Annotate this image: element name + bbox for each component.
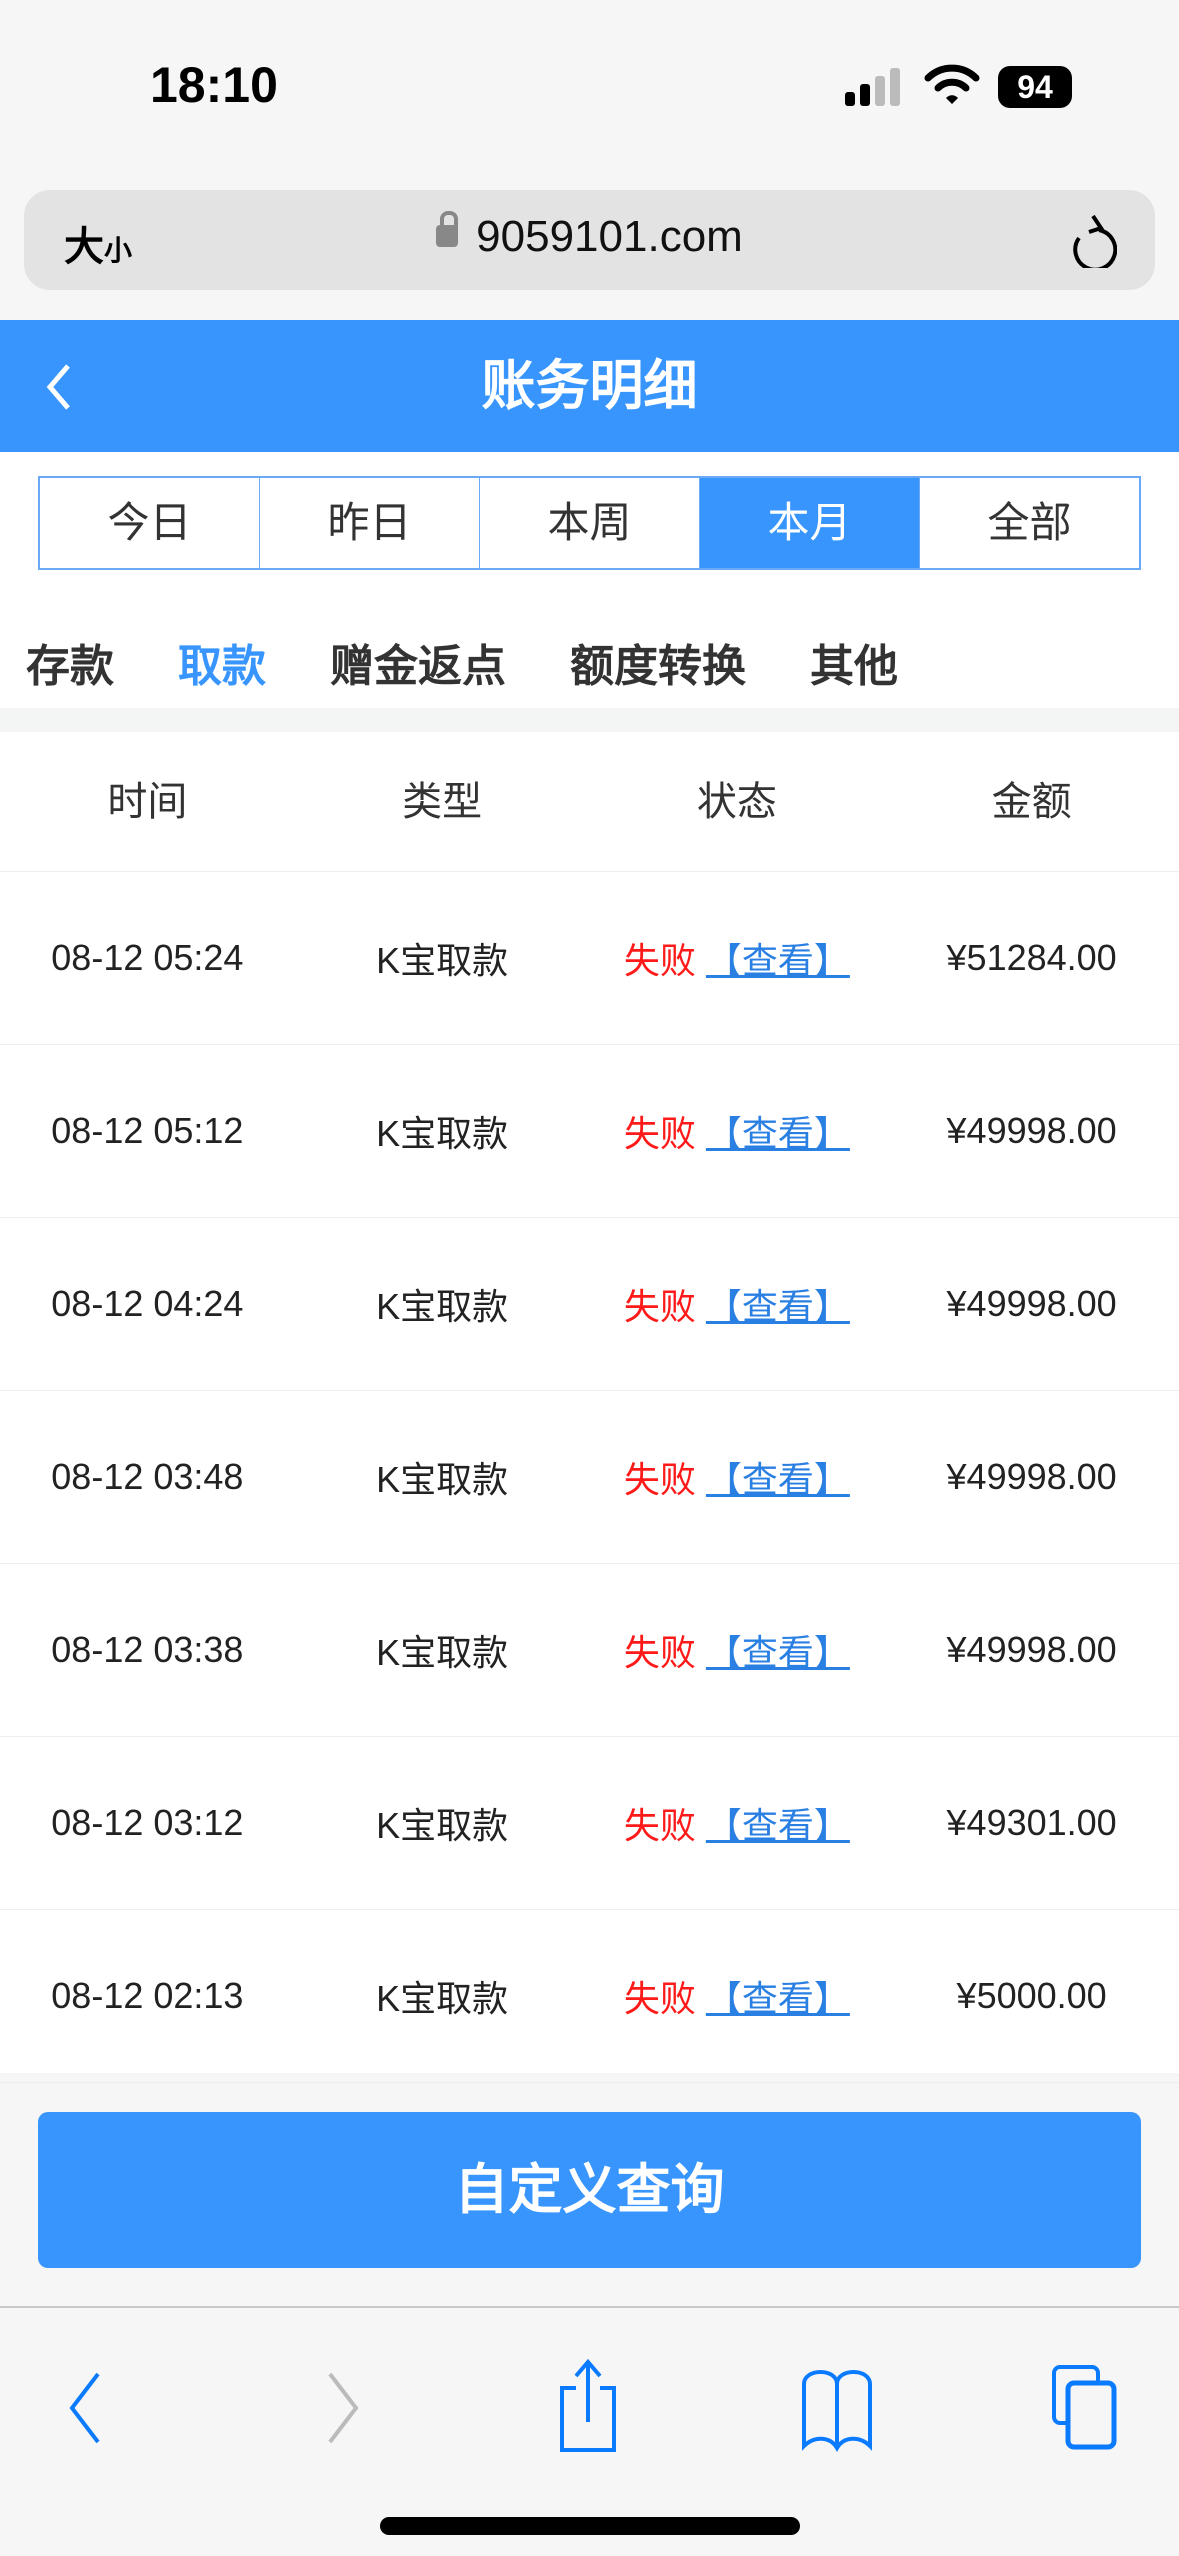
view-link[interactable]: 【查看】: [705, 1978, 850, 2019]
row-type: K宝取款: [376, 1805, 509, 1846]
row-type: K宝取款: [376, 940, 509, 981]
category-tabs: 存款 取款 赠金返点 额度转换 其他: [26, 630, 962, 694]
table-row: 08-12 03:12 K宝取款 失败 【查看】 ¥49301.00: [0, 1737, 1179, 1910]
tab-today[interactable]: 今日: [40, 478, 260, 568]
period-tabs: 今日 昨日 本周 本月 全部: [38, 476, 1141, 570]
back-chevron-icon[interactable]: [44, 362, 74, 412]
table-row: 08-12 04:24 K宝取款 失败 【查看】 ¥49998.00: [0, 1218, 1179, 1391]
tabs-icon[interactable]: [1050, 2363, 1120, 2453]
row-status: 失败 【查看】: [590, 1624, 885, 1676]
status-badge: 失败: [623, 1286, 696, 1327]
row-amount: ¥49998.00: [946, 1629, 1117, 1670]
row-type: K宝取款: [376, 1978, 509, 2019]
tab-this-week[interactable]: 本周: [480, 478, 700, 568]
table-row: 08-12 03:48 K宝取款 失败 【查看】 ¥49998.00: [0, 1391, 1179, 1564]
wifi-icon: [924, 64, 980, 104]
header-type: 类型: [402, 779, 483, 825]
row-time: 08-12 05:12: [51, 1110, 244, 1151]
status-time: 18:10: [150, 57, 278, 113]
table-row: 08-12 02:13 K宝取款 失败 【查看】 ¥5000.00: [0, 1910, 1179, 2083]
table-row: 08-12 03:38 K宝取款 失败 【查看】 ¥49998.00: [0, 1564, 1179, 1737]
row-time: 08-12 03:38: [51, 1629, 244, 1670]
row-time: 08-12 03:12: [51, 1802, 244, 1843]
row-time: 08-12 05:24: [51, 937, 244, 978]
home-indicator: [380, 2517, 800, 2535]
text-size-small: 小: [104, 234, 133, 267]
header-time: 时间: [107, 779, 188, 825]
row-amount: ¥49998.00: [946, 1110, 1117, 1151]
row-status: 失败 【查看】: [590, 1797, 885, 1849]
row-status: 失败 【查看】: [590, 932, 885, 984]
custom-query-button[interactable]: 自定义查询: [38, 2112, 1141, 2268]
status-badge: 失败: [623, 1978, 696, 2019]
text-size-button[interactable]: 大小: [64, 214, 132, 272]
header-status: 状态: [696, 779, 777, 825]
view-link[interactable]: 【查看】: [705, 1459, 850, 1500]
reload-icon[interactable]: [1067, 212, 1117, 268]
share-icon[interactable]: [556, 2358, 620, 2454]
row-type: K宝取款: [376, 1459, 509, 1500]
row-time: 08-12 02:13: [51, 1975, 244, 2016]
row-amount: ¥51284.00: [946, 937, 1117, 978]
row-type: K宝取款: [376, 1286, 509, 1327]
status-badge: 失败: [623, 1113, 696, 1154]
page-title: 账务明细: [481, 354, 698, 417]
status-badge: 失败: [623, 1805, 696, 1846]
browser-forward-icon[interactable]: [322, 2368, 362, 2448]
bookmarks-icon[interactable]: [800, 2368, 874, 2454]
row-type: K宝取款: [376, 1632, 509, 1673]
row-amount: ¥49998.00: [946, 1283, 1117, 1324]
text-size-big: 大: [64, 224, 104, 270]
view-link[interactable]: 【查看】: [705, 1805, 850, 1846]
cellular-signal-icon: [845, 68, 900, 106]
row-amount: ¥49301.00: [946, 1802, 1117, 1843]
table-row: 08-12 05:12 K宝取款 失败 【查看】 ¥49998.00: [0, 1045, 1179, 1218]
tab-bonus-rebate[interactable]: 赠金返点: [330, 641, 506, 692]
url-text[interactable]: 9059101.com: [476, 212, 743, 261]
status-badge: 失败: [623, 1459, 696, 1500]
tab-other[interactable]: 其他: [810, 641, 898, 692]
tab-transfer[interactable]: 额度转换: [570, 641, 746, 692]
view-link[interactable]: 【查看】: [705, 1286, 850, 1327]
table-row: 08-12 05:24 K宝取款 失败 【查看】 ¥51284.00: [0, 872, 1179, 1045]
status-badge: 失败: [623, 1632, 696, 1673]
view-link[interactable]: 【查看】: [705, 1632, 850, 1673]
view-link[interactable]: 【查看】: [705, 1113, 850, 1154]
view-link[interactable]: 【查看】: [705, 940, 850, 981]
tab-yesterday[interactable]: 昨日: [260, 478, 480, 568]
row-time: 08-12 04:24: [51, 1283, 244, 1324]
row-amount: ¥5000.00: [956, 1975, 1107, 2016]
browser-back-icon[interactable]: [66, 2368, 106, 2448]
page-header: 账务明细: [0, 320, 1179, 452]
row-status: 失败 【查看】: [590, 1105, 885, 1157]
address-bar[interactable]: 大小 9059101.com: [24, 190, 1155, 290]
row-amount: ¥49998.00: [946, 1456, 1117, 1497]
row-time: 08-12 03:48: [51, 1456, 244, 1497]
header-amount: 金额: [991, 779, 1072, 825]
row-status: 失败 【查看】: [590, 1451, 885, 1503]
tab-this-month[interactable]: 本月: [700, 478, 920, 568]
row-type: K宝取款: [376, 1113, 509, 1154]
content: 今日 昨日 本周 本月 全部 存款 取款 赠金返点 额度转换 其他 时间 类型 …: [0, 452, 1179, 2083]
tab-all[interactable]: 全部: [987, 498, 1072, 547]
row-status: 失败 【查看】: [590, 1278, 885, 1330]
browser-toolbar: [0, 2306, 1179, 2556]
table-header: 时间 类型 状态 金额: [0, 732, 1179, 872]
battery-icon: 94: [998, 66, 1072, 108]
tab-withdraw[interactable]: 取款: [178, 641, 266, 692]
divider: [0, 708, 1179, 732]
row-status: 失败 【查看】: [590, 1970, 885, 2022]
lock-icon: [436, 211, 459, 247]
status-badge: 失败: [623, 940, 696, 981]
tab-deposit[interactable]: 存款: [26, 641, 114, 692]
